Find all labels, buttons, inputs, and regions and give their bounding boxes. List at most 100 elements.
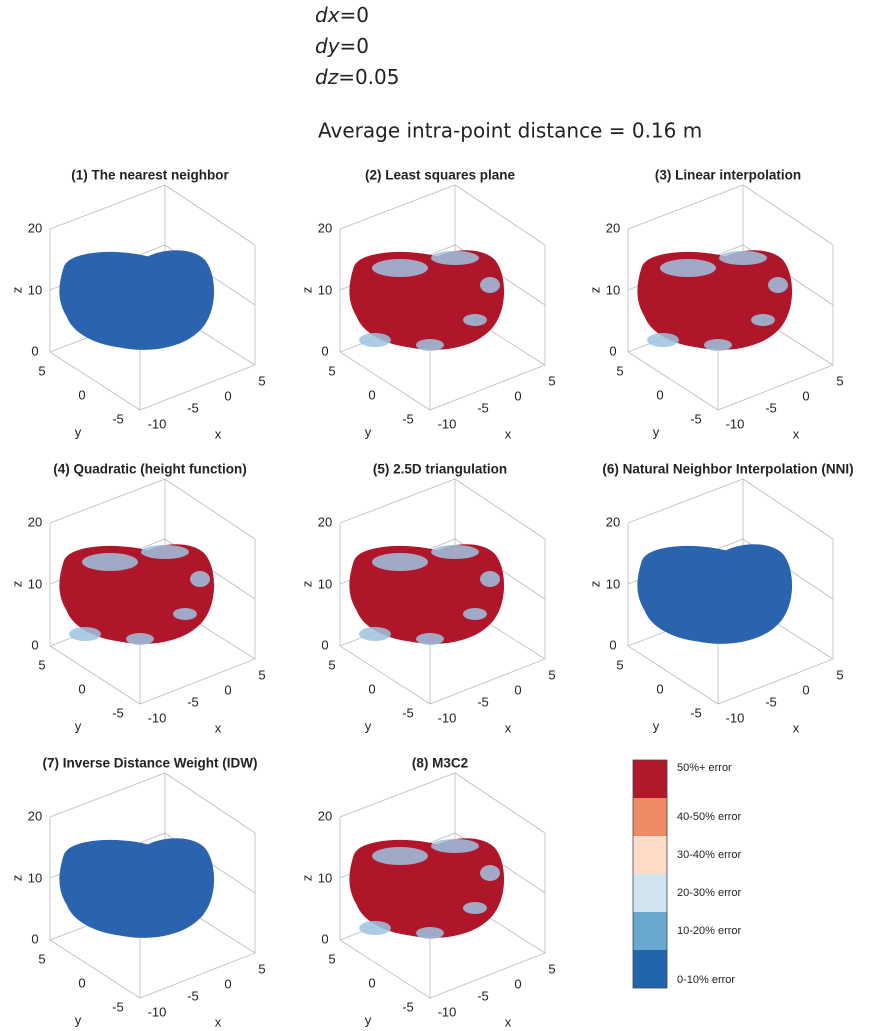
z-tick-label: 20 bbox=[318, 220, 332, 235]
z-tick-label: 0 bbox=[321, 343, 328, 358]
y-tick-label: 5 bbox=[616, 363, 623, 378]
low-error-patch bbox=[431, 545, 479, 559]
y-axis-label: y bbox=[365, 718, 372, 733]
z-axis-label: z bbox=[587, 581, 602, 588]
low-error-patch bbox=[126, 633, 154, 645]
z-tick-label: 10 bbox=[28, 576, 42, 591]
y-axis-label: y bbox=[75, 1012, 82, 1027]
low-error-patch bbox=[751, 314, 775, 326]
x-tick-label: 0 bbox=[224, 682, 231, 697]
x-tick-label: -10 bbox=[148, 710, 167, 725]
low-error-patch bbox=[141, 545, 189, 559]
z-axis-label: z bbox=[9, 287, 24, 294]
legend-label: 10-20% error bbox=[677, 925, 742, 937]
panel: (7) Inverse Distance Weight (IDW)0102050… bbox=[9, 756, 265, 1030]
y-axis-label: y bbox=[75, 424, 82, 439]
x-tick-label: 5 bbox=[836, 667, 843, 682]
z-tick-label: 0 bbox=[31, 637, 38, 652]
low-error-patch bbox=[359, 627, 391, 641]
low-error-patch bbox=[463, 314, 487, 326]
low-error-patch bbox=[463, 902, 487, 914]
z-axis-label: z bbox=[9, 581, 24, 588]
x-tick-label: -10 bbox=[148, 416, 167, 431]
z-tick-label: 20 bbox=[606, 220, 620, 235]
z-tick-label: 10 bbox=[606, 576, 620, 591]
low-error-patch bbox=[416, 927, 444, 939]
x-tick-label: 5 bbox=[836, 373, 843, 388]
y-axis-label: y bbox=[365, 424, 372, 439]
z-tick-label: 0 bbox=[609, 343, 616, 358]
low-error-patch bbox=[359, 333, 391, 347]
x-tick-label: -5 bbox=[477, 694, 489, 709]
panel-title: (3) Linear interpolation bbox=[655, 168, 801, 183]
y-tick-label: -5 bbox=[112, 411, 124, 426]
z-tick-label: 10 bbox=[318, 576, 332, 591]
legend-swatch bbox=[633, 798, 667, 836]
z-tick-label: 20 bbox=[28, 808, 42, 823]
x-tick-label: -10 bbox=[148, 1004, 167, 1019]
x-tick-label: -5 bbox=[187, 400, 199, 415]
x-tick-label: -5 bbox=[187, 988, 199, 1003]
x-tick-label: -5 bbox=[477, 988, 489, 1003]
panel-title: (8) M3C2 bbox=[412, 756, 468, 771]
low-error-patch bbox=[372, 553, 428, 571]
legend-label: 50%+ error bbox=[677, 762, 732, 774]
panel-title: (6) Natural Neighbor Interpolation (NNI) bbox=[602, 462, 853, 477]
y-tick-label: 5 bbox=[616, 657, 623, 672]
x-tick-label: 5 bbox=[548, 667, 555, 682]
z-tick-label: 20 bbox=[28, 514, 42, 529]
z-tick-label: 20 bbox=[606, 514, 620, 529]
low-error-patch bbox=[173, 608, 197, 620]
x-axis-label: x bbox=[215, 1014, 222, 1029]
x-axis-label: x bbox=[505, 426, 512, 441]
offset-name: dx bbox=[315, 3, 340, 27]
x-tick-label: -10 bbox=[438, 1004, 457, 1019]
panel: (6) Natural Neighbor Interpolation (NNI)… bbox=[587, 462, 853, 736]
low-error-patch bbox=[190, 571, 210, 587]
y-tick-label: 0 bbox=[78, 975, 85, 990]
z-tick-label: 10 bbox=[318, 870, 332, 885]
y-axis-label: y bbox=[365, 1012, 372, 1027]
y-tick-label: -5 bbox=[690, 705, 702, 720]
low-error-patch bbox=[431, 839, 479, 853]
x-tick-label: -5 bbox=[765, 400, 777, 415]
y-tick-label: 5 bbox=[38, 363, 45, 378]
x-tick-label: -10 bbox=[438, 416, 457, 431]
y-tick-label: -5 bbox=[112, 999, 124, 1014]
low-error-patch bbox=[372, 259, 428, 277]
low-error-patch bbox=[647, 333, 679, 347]
point-cloud bbox=[59, 838, 215, 938]
z-tick-label: 0 bbox=[321, 637, 328, 652]
y-tick-label: 0 bbox=[368, 975, 375, 990]
x-tick-label: 0 bbox=[802, 682, 809, 697]
x-tick-label: -5 bbox=[187, 694, 199, 709]
x-tick-label: -10 bbox=[726, 416, 745, 431]
panel: (4) Quadratic (height function)0102050-5… bbox=[9, 462, 265, 736]
legend-frame bbox=[632, 759, 668, 989]
y-tick-label: -5 bbox=[402, 411, 414, 426]
y-tick-label: 5 bbox=[328, 657, 335, 672]
z-tick-label: 20 bbox=[318, 808, 332, 823]
offset-line: dy=0 bbox=[315, 34, 369, 58]
x-tick-label: -10 bbox=[438, 710, 457, 725]
x-tick-label: 0 bbox=[514, 388, 521, 403]
x-tick-label: 0 bbox=[514, 682, 521, 697]
header-note: Average intra-point distance = 0.16 m bbox=[318, 119, 702, 143]
low-error-patch bbox=[480, 277, 500, 293]
y-tick-label: -5 bbox=[690, 411, 702, 426]
x-axis-label: x bbox=[793, 426, 800, 441]
y-tick-label: 5 bbox=[38, 657, 45, 672]
legend-swatch bbox=[633, 760, 667, 798]
panel-title: (4) Quadratic (height function) bbox=[53, 462, 247, 477]
low-error-patch bbox=[480, 571, 500, 587]
x-tick-label: 0 bbox=[514, 976, 521, 991]
z-tick-label: 10 bbox=[28, 282, 42, 297]
legend-swatch bbox=[633, 950, 667, 988]
offset-line: dz=0.05 bbox=[315, 65, 400, 89]
low-error-patch bbox=[463, 608, 487, 620]
y-tick-label: 0 bbox=[368, 387, 375, 402]
